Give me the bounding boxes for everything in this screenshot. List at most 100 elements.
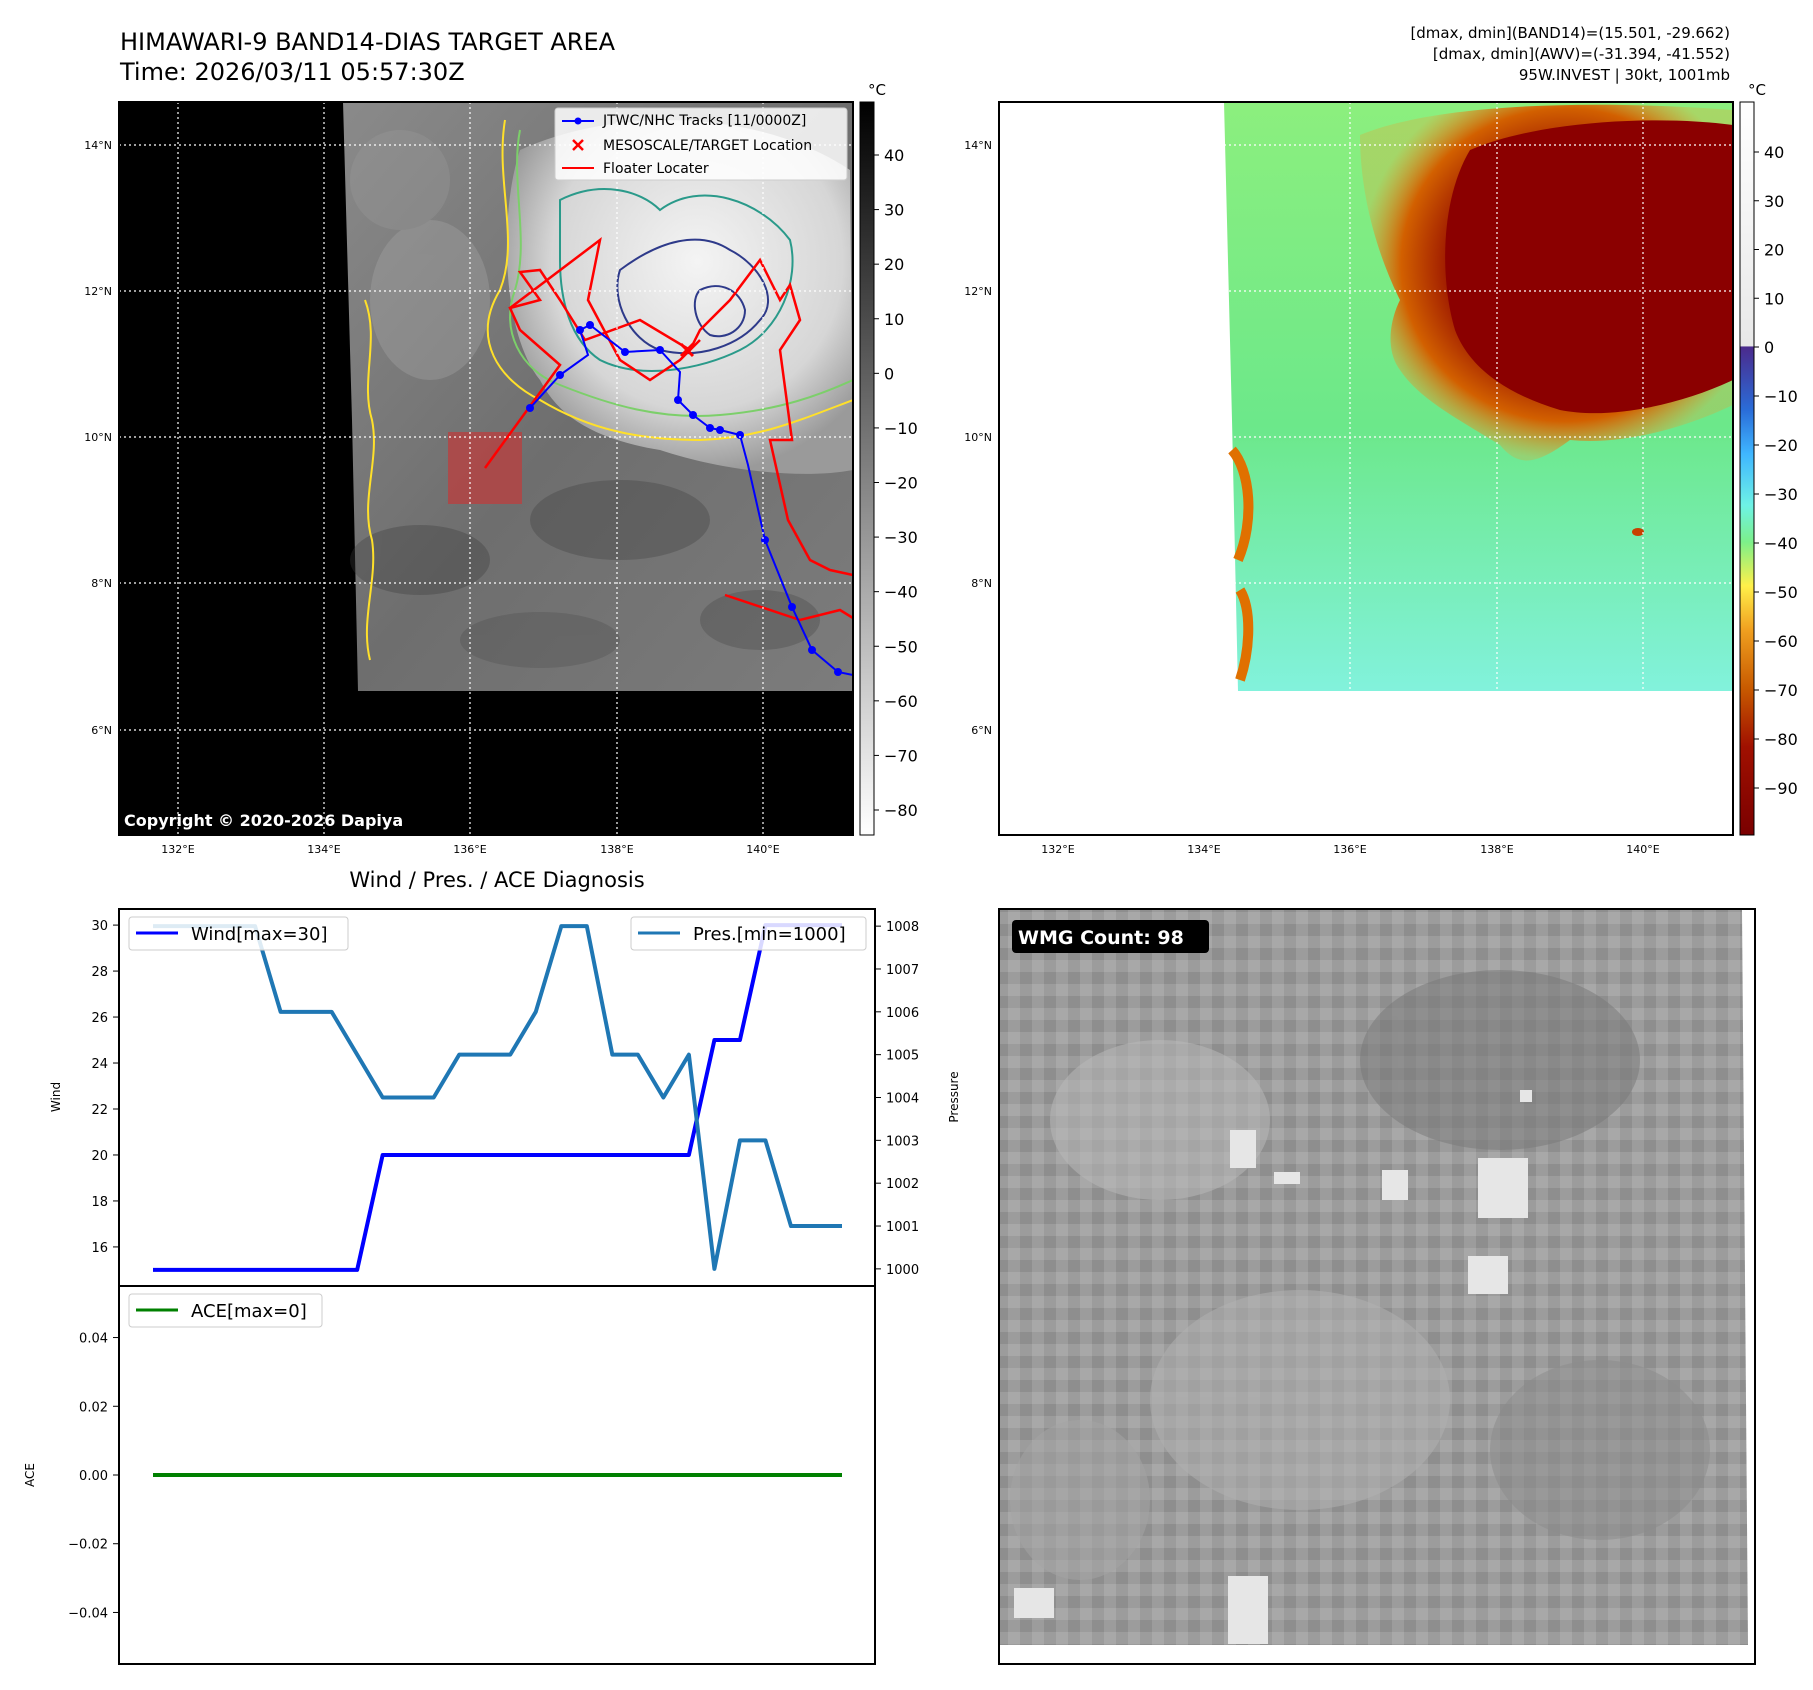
awv-colorbar-tick-label: −50 [1764,583,1798,602]
ace-tick-label: −0.04 [68,1606,108,1621]
ir-lon-label: 132°E [161,843,194,856]
wind-tick-label: 24 [91,1057,108,1072]
ir-map-panel: Copyright © 2020-2026 Dapiya JTWC/NHC Tr… [84,81,918,856]
awv-colorbar-tick-label: 0 [1764,338,1774,357]
ir-lat-labels: 14°N 12°N 10°N 8°N 6°N [84,139,112,737]
awv-colorbar-tick-label: −40 [1764,534,1798,553]
pressure-tick-label: 1005 [886,1049,919,1064]
wind-tick-label: 30 [91,919,108,934]
jtwc-track-points [526,321,842,676]
awv-map-panel: 132°E 134°E 136°E 138°E 140°E 14°N 12°N … [964,81,1798,856]
wind-legend-label: Wind[max=30] [191,924,328,945]
awv-lon-label: 136°E [1333,843,1366,856]
ir-colorbar: °C 40 30 20 10 0 −10 −20 −30 −40 −50 −60 −70 −80 [859,81,918,836]
awv-lon-label: 140°E [1626,843,1659,856]
ir-colorbar-tick-label: 30 [884,201,904,220]
ir-colorbar-tick-label: −40 [884,583,918,602]
ir-cloud-texture [350,130,820,668]
stats-band14: [dmax, dmin](BAND14)=(15.501, -29.662) [1410,24,1730,42]
awv-lat-label: 6°N [971,724,992,737]
wind-series-line [153,923,842,1272]
ir-colorbar-tick-label: 0 [884,364,894,383]
ir-colorbar-tick-label: −50 [884,637,918,656]
pressure-tick-label: 1001 [886,1220,919,1235]
awv-lat-label: 14°N [964,139,992,152]
pressure-tick-label: 1008 [886,920,919,935]
awv-lon-label: 132°E [1041,843,1074,856]
awv-colorbar-tick-label: 30 [1764,192,1784,211]
legend-floater-label: Floater Locater [603,161,709,177]
legend-target-label: MESOSCALE/TARGET Location [603,138,812,154]
awv-colorbar-tick-label: −90 [1764,779,1798,798]
wind-tick-label: 18 [91,1195,108,1210]
awv-colorbar-tick-label: −60 [1764,632,1798,651]
ir-contour-navy-inner [693,285,747,338]
awv-colorbar-tick-label: 40 [1764,143,1784,162]
wind-tick-label: 16 [91,1241,108,1256]
awv-west-edge [1228,446,1254,562]
ace-tick-label: −0.02 [68,1538,108,1553]
awv-lat-labels: 14°N 12°N 10°N 8°N 6°N [964,139,992,737]
awv-hot-spot [1632,528,1644,536]
ir-lat-label: 14°N [84,139,112,152]
ir-colorbar-tick-label: −70 [884,746,918,765]
ir-colorbar-bar [859,101,875,836]
ir-colorbar-tick-label: −30 [884,528,918,547]
ir-contour-yellow [486,119,853,442]
pressure-legend-label: Pres.[min=1000] [693,924,846,945]
pressure-axis-label: Pressure [947,1071,961,1122]
awv-colorbar-bar [1739,101,1755,836]
ir-colorbar-tick-label: 20 [884,255,904,274]
legend-target-x [572,139,584,151]
legend-track-marker [574,117,582,125]
awv-west-edge-2 [1235,587,1254,682]
diagnosis-chart: Wind / Pres. / ACE Diagnosis Wind Pressu… [23,868,961,1665]
wmg-count-label: WMG Count: 98 [1018,927,1184,949]
awv-map-frame [998,101,1734,836]
legend-jtwc-label: JTWC/NHC Tracks [11/0000Z] [602,113,806,129]
awv-colorbar-tick-label: −80 [1764,730,1798,749]
awv-colorbar-tick-label: −30 [1764,485,1798,504]
stats-awv: [dmax, dmin](AWV)=(-31.394, -41.552) [1433,45,1730,63]
awv-colorbar-tick-label: −70 [1764,681,1798,700]
wmg-bright-cells [1014,1090,1532,1644]
ace-tick-label: 0.00 [79,1469,108,1484]
ir-lat-label: 8°N [91,577,112,590]
ir-legend: JTWC/NHC Tracks [11/0000Z] MESOSCALE/TAR… [554,107,848,181]
ir-contour-navy [616,238,770,355]
ir-lon-label: 138°E [600,843,633,856]
wind-tick-label: 26 [91,1011,108,1026]
awv-gridlines [999,102,1733,835]
awv-lat-label: 10°N [964,431,992,444]
ir-colorbar-tick-label: −20 [884,474,918,493]
ir-colorbar-tick-label: 40 [884,146,904,165]
wind-tick-label: 20 [91,1149,108,1164]
wind-pres-axes [118,908,876,1287]
awv-colorbar: °C 40 30 20 10 0 −10 −20 −30 −40 −50 −60 −70 −80 −90 [1739,81,1798,836]
ir-lon-label: 134°E [307,843,340,856]
ir-lon-label: 140°E [746,843,779,856]
stats-storm: 95W.INVEST | 30kt, 1001mb [1519,66,1730,84]
awv-lat-label: 8°N [971,577,992,590]
ir-contour-teal [559,188,794,372]
ir-colorbar-tick-label: −10 [884,419,918,438]
awv-colorbar-unit: °C [1748,81,1766,99]
wind-axis-label: Wind [49,1082,63,1112]
pressure-legend: Pres.[min=1000] [630,916,867,951]
ace-tick-label: 0.04 [79,1332,108,1347]
wmg-frame [998,908,1756,1665]
awv-lon-labels: 132°E 134°E 136°E 138°E 140°E [1041,843,1659,856]
mesoscale-target-marker [679,342,695,358]
pressure-tick-label: 1004 [886,1092,919,1107]
wmg-texture [1010,970,1710,1580]
ir-map-frame [118,101,854,836]
copyright-label: Copyright © 2020-2026 Dapiya [124,811,403,830]
awv-colorbar-tick-label: −10 [1764,387,1798,406]
ace-legend: ACE[max=0] [128,1293,323,1328]
awv-colorbar-tick-label: 10 [1764,289,1784,308]
ir-contour-green [509,129,853,417]
wmg-panel: WMG Count: 98 [998,908,1756,1665]
awv-core [1445,120,1733,414]
wind-tick-label: 28 [91,965,108,980]
pressure-tick-label: 1003 [886,1134,919,1149]
